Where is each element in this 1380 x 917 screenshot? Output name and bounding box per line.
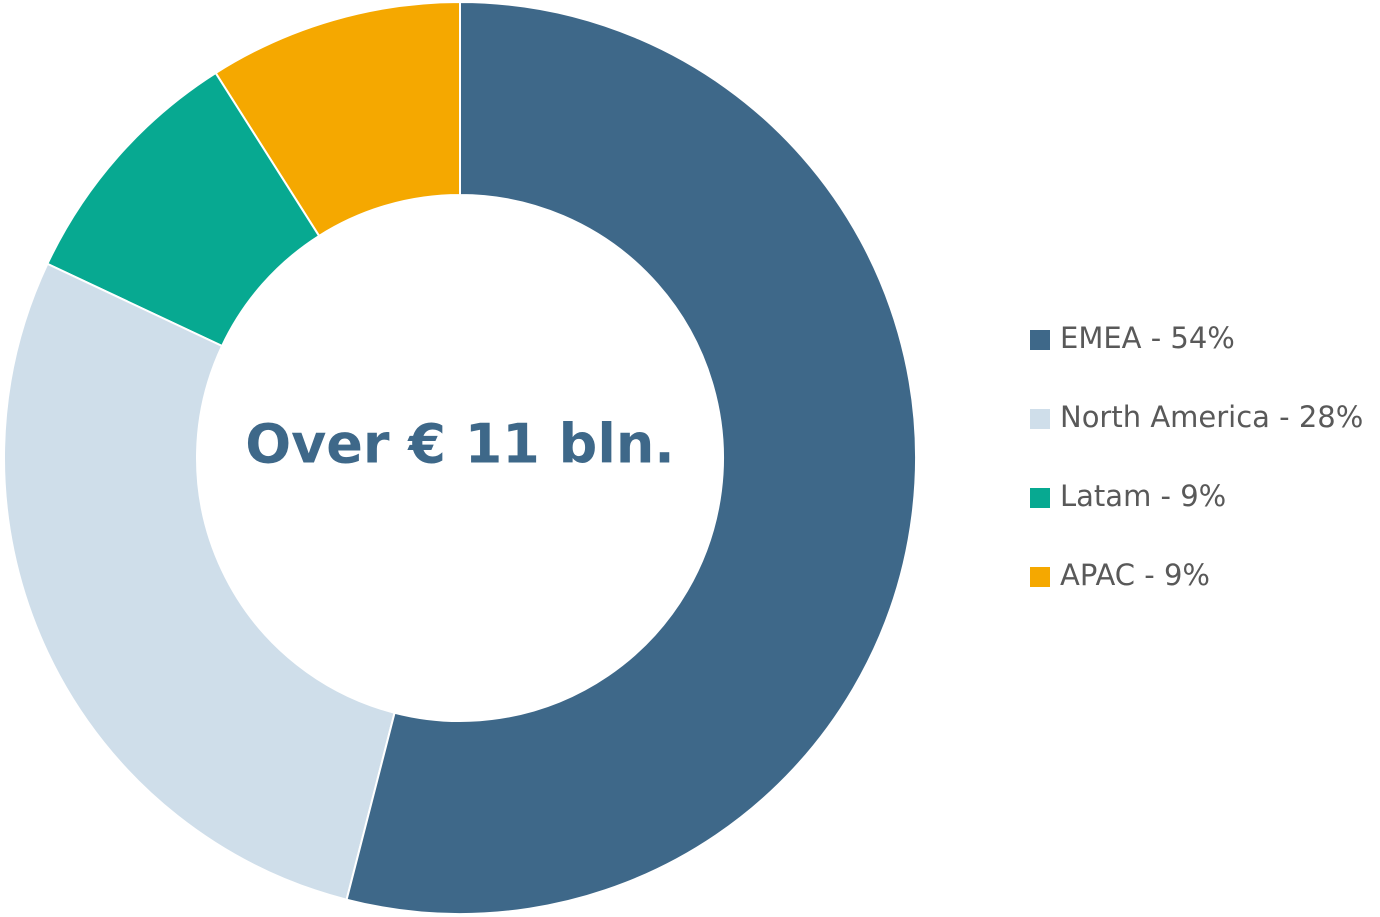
- donut-segment: [46, 71, 321, 348]
- legend-label: Latam - 9%: [1060, 479, 1226, 513]
- donut-segment: [345, 0, 917, 915]
- legend-swatch: [1030, 488, 1050, 508]
- legend-swatch: [1030, 409, 1050, 429]
- legend-label: EMEA - 54%: [1060, 321, 1235, 355]
- legend-label: APAC - 9%: [1060, 558, 1210, 592]
- legend-swatch: [1030, 567, 1050, 587]
- center-annotation: Over € 11 bln.: [245, 413, 675, 476]
- donut-segment: [3, 262, 396, 901]
- legend-swatch: [1030, 330, 1050, 350]
- legend-label: North America - 28%: [1060, 400, 1363, 434]
